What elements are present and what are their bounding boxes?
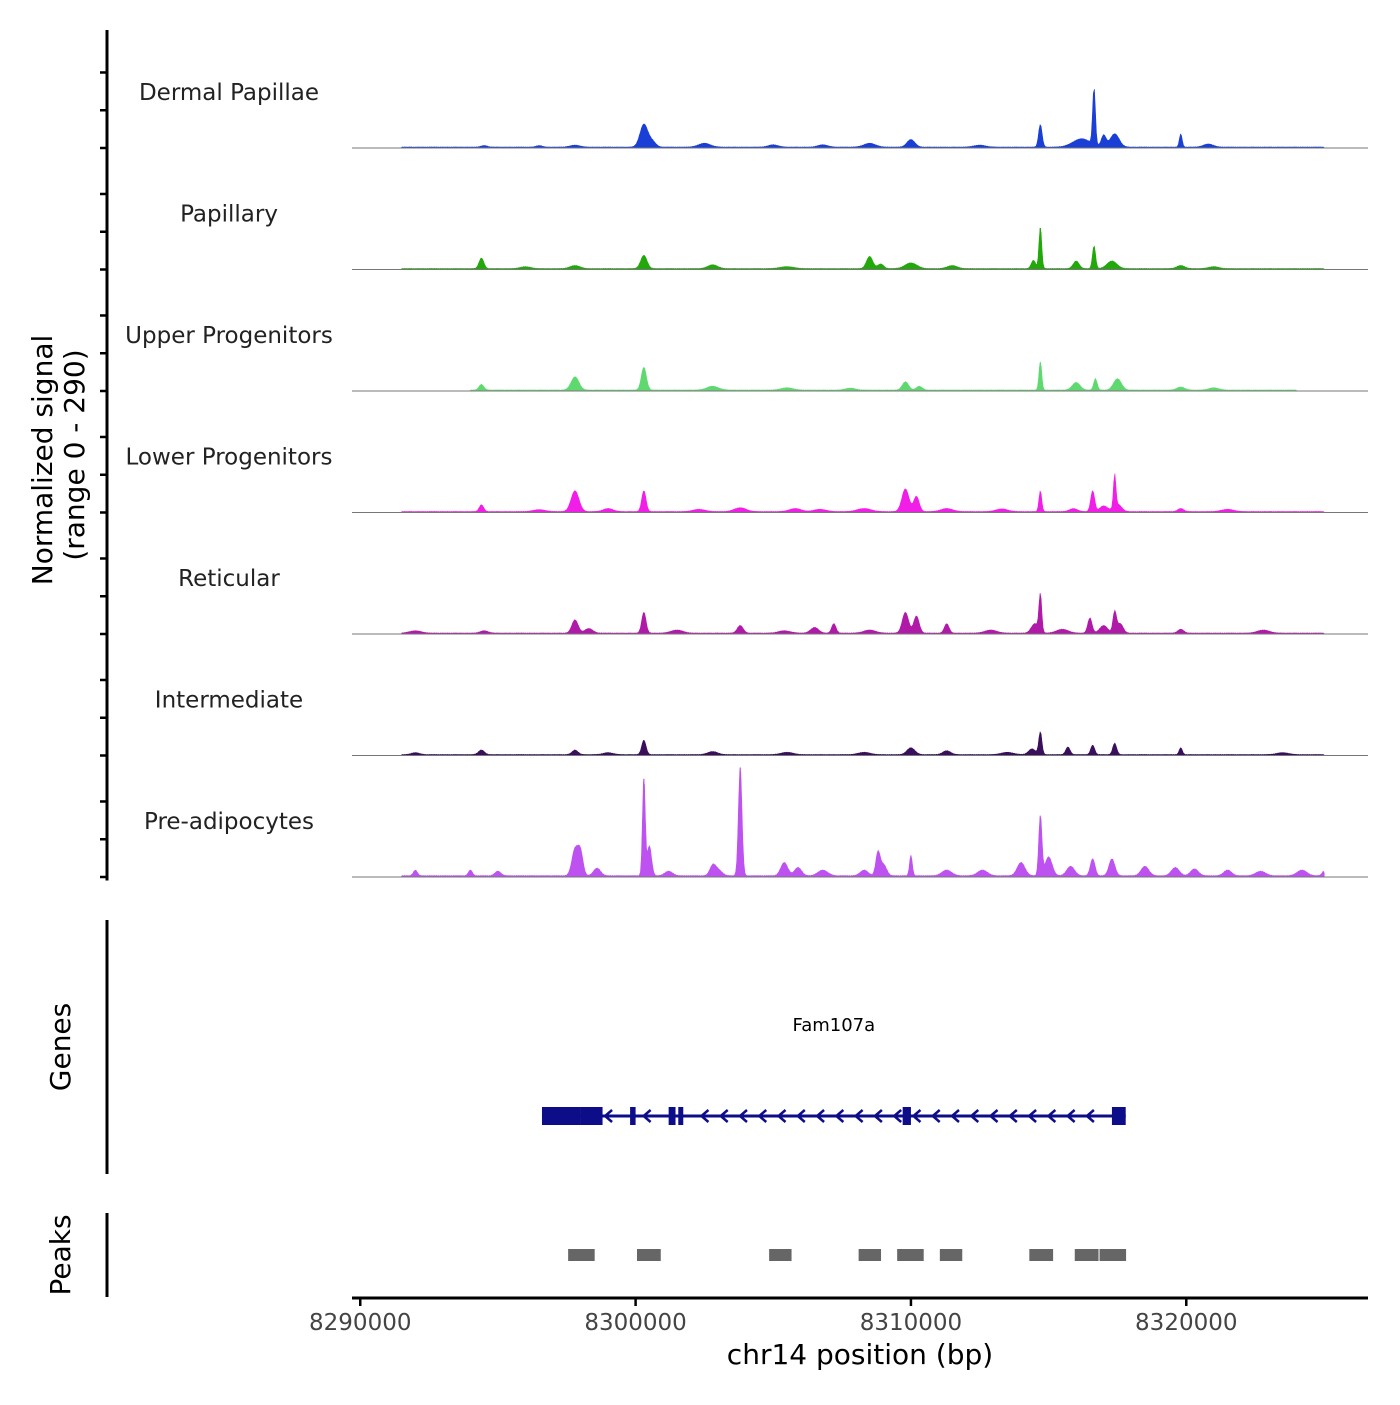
signal-y-axis <box>100 30 109 881</box>
y-axis-label-line2: (range 0 - 290) <box>58 349 91 560</box>
genes-panel-label: Genes <box>44 1003 77 1091</box>
gene-exon <box>580 1107 603 1125</box>
x-axis-label: chr14 position (bp) <box>727 1338 993 1371</box>
track-label: Papillary <box>180 202 278 228</box>
strand-arrow-icon <box>930 1109 941 1123</box>
strand-arrow-icon <box>950 1109 960 1123</box>
track-label: Pre-adipocytes <box>144 809 314 835</box>
signal-area <box>401 769 1325 878</box>
signal-area <box>401 227 1325 270</box>
peak-region <box>568 1249 595 1261</box>
strand-arrow-icon <box>718 1109 729 1123</box>
peak-region <box>939 1249 963 1261</box>
strand-arrow-icon <box>699 1109 710 1123</box>
peak-region <box>858 1249 882 1261</box>
track-dermal-papillae: Dermal Papillae <box>139 80 1368 149</box>
strand-arrow-icon <box>776 1109 787 1123</box>
track-label: Intermediate <box>155 688 303 714</box>
strand-arrow-icon <box>988 1109 999 1123</box>
strand-arrow-icon <box>795 1109 806 1123</box>
peak-region <box>897 1249 924 1261</box>
gene-name-label: Fam107a <box>793 1015 876 1036</box>
strand-arrow-icon <box>738 1109 748 1123</box>
track-label: Lower Progenitors <box>126 445 333 471</box>
strand-arrow-icon <box>1027 1109 1037 1123</box>
strand-arrow-icon <box>872 1109 883 1123</box>
x-tick-label: 8290000 <box>309 1310 411 1336</box>
signal-area <box>401 593 1325 635</box>
gene-exon <box>1111 1107 1126 1125</box>
strand-arrow-icon <box>757 1109 768 1123</box>
peak-region <box>1074 1249 1099 1261</box>
y-axis-label-line1: Normalized signal <box>26 335 59 586</box>
strand-arrow-icon <box>1046 1109 1057 1123</box>
signal-area <box>470 361 1297 392</box>
x-axis: 8290000 8300000 8310000 8320000 <box>309 1296 1368 1336</box>
strand-arrow-icon <box>892 1109 902 1123</box>
x-tick-label: 8310000 <box>860 1310 962 1336</box>
track-label: Reticular <box>178 566 280 592</box>
gene-track: Fam107a <box>541 1015 1126 1125</box>
peak-region <box>769 1249 792 1261</box>
peak-region <box>1029 1249 1054 1261</box>
gene-exon <box>630 1107 636 1125</box>
strand-arrow-icon <box>853 1109 864 1123</box>
track-reticular: Reticular <box>178 566 1368 635</box>
peaks-panel-label: Peaks <box>44 1214 77 1295</box>
strand-arrow-icon <box>603 1109 613 1123</box>
track-lower-progenitors: Lower Progenitors <box>126 445 1368 513</box>
gene-exon <box>902 1107 911 1125</box>
track-upper-progenitors: Upper Progenitors <box>125 323 1368 392</box>
peak-region <box>636 1249 661 1261</box>
gene-exon <box>668 1107 676 1125</box>
gene-exon <box>541 1107 581 1125</box>
strand-arrow-icon <box>834 1109 845 1123</box>
strand-arrow-icon <box>1007 1109 1018 1123</box>
gene-exon <box>678 1107 684 1125</box>
x-tick-label: 8300000 <box>584 1310 686 1336</box>
track-label: Upper Progenitors <box>125 323 333 349</box>
strand-arrow-icon <box>1065 1109 1076 1123</box>
signal-area <box>401 731 1325 756</box>
strand-arrow-icon <box>1084 1109 1095 1123</box>
signal-tracks: Dermal Papillae Papillary Upper Progenitor… <box>125 80 1368 878</box>
track-papillary: Papillary <box>180 202 1368 270</box>
track-label: Dermal Papillae <box>139 80 319 106</box>
strand-arrow-icon <box>815 1109 825 1123</box>
strand-arrow-icon <box>641 1109 652 1123</box>
track-intermediate: Intermediate <box>155 688 1368 756</box>
peak-region <box>1099 1249 1127 1261</box>
strand-arrow-icon <box>969 1109 980 1123</box>
signal-area <box>401 473 1325 513</box>
track-pre-adipocytes: Pre-adipocytes <box>144 767 1368 878</box>
x-tick-label: 8320000 <box>1135 1310 1237 1336</box>
peak-track <box>568 1249 1127 1261</box>
signal-area <box>401 89 1325 149</box>
strand-arrow-icon <box>911 1109 922 1123</box>
